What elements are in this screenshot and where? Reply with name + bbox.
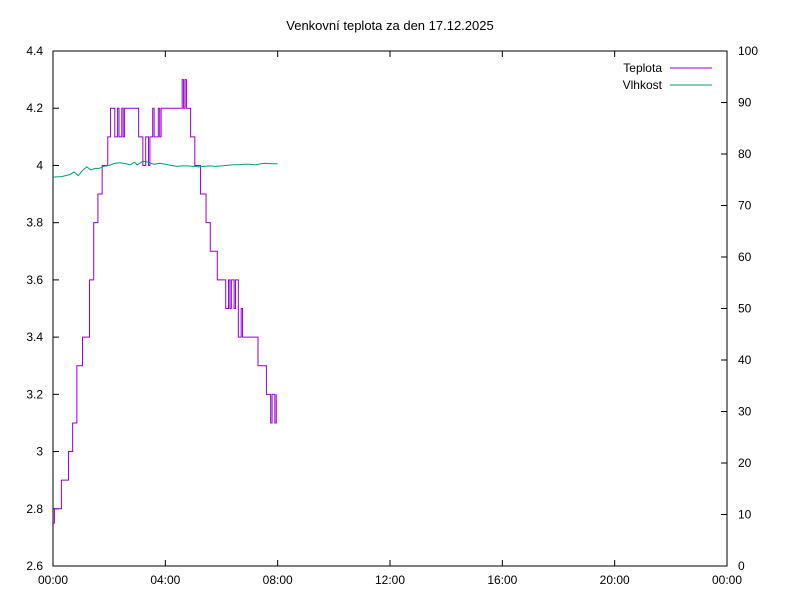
x-tick-label: 16:00: [487, 573, 517, 587]
x-tick-label: 00:00: [38, 573, 68, 587]
y2-tick-label: 50: [738, 302, 752, 316]
y2-tick-label: 0: [738, 559, 745, 573]
x-tick-label: 20:00: [600, 573, 630, 587]
y-tick-label: 3.2: [26, 387, 43, 401]
y2-tick-label: 20: [738, 456, 752, 470]
series-layer: [52, 79, 278, 524]
y2-tick-label: 40: [738, 353, 752, 367]
y2-tick-label: 80: [738, 147, 752, 161]
y-tick-label: 2.6: [26, 559, 43, 573]
x-tick-label: 04:00: [150, 573, 180, 587]
y-tick-label: 3.4: [26, 330, 43, 344]
y-tick-label: 4: [36, 158, 43, 172]
axis-ticks: 00:00 04:00 08:00 12:00 16:00 20:00 00:002.62.…: [26, 44, 758, 587]
series-line-teplota: [53, 79, 277, 524]
y-tick-label: 2.8: [26, 502, 43, 516]
chart-title: Venkovní teplota za den 17.12.2025: [286, 18, 493, 33]
y-tick-label: 4.2: [26, 101, 43, 115]
y2-tick-label: 30: [738, 405, 752, 419]
legend-label: Teplota: [623, 61, 662, 75]
x-tick-label: 08:00: [263, 573, 293, 587]
x-tick-label: 12:00: [375, 573, 405, 587]
legend: Teplota Vlhkost: [623, 61, 712, 92]
y2-tick-label: 90: [738, 96, 752, 110]
y2-tick-label: 60: [738, 250, 752, 264]
y2-tick-label: 10: [738, 508, 752, 522]
y-tick-label: 3.8: [26, 216, 43, 230]
legend-label: Vlhkost: [623, 78, 663, 92]
y-tick-label: 3: [36, 445, 43, 459]
y2-tick-label: 70: [738, 199, 752, 213]
y-tick-label: 4.4: [26, 44, 43, 58]
y-tick-label: 3.6: [26, 273, 43, 287]
x-tick-label: 00:00: [712, 573, 742, 587]
series-line-vlhkost: [52, 160, 278, 178]
y2-tick-label: 100: [738, 44, 758, 58]
